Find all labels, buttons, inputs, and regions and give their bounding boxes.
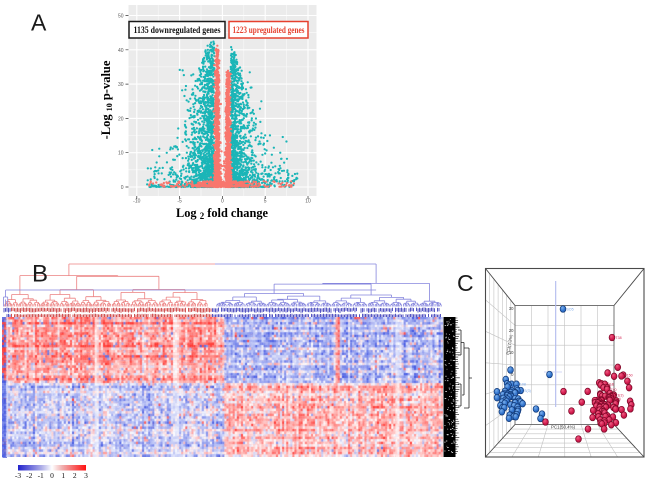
svg-text:1135 downregulated genes: 1135 downregulated genes — [134, 26, 221, 36]
svg-text:A: A — [31, 10, 47, 36]
svg-text:SO5: SO5 — [566, 308, 573, 312]
svg-text:108: 108 — [520, 383, 526, 387]
svg-text:10: 10 — [118, 151, 124, 157]
svg-text:-Log 10 p-value: -Log 10 p-value — [99, 60, 114, 139]
svg-text:C: C — [457, 270, 474, 296]
svg-text:0: 0 — [511, 372, 514, 377]
svg-text:116: 116 — [608, 383, 614, 387]
svg-text:Log 2 fold change: Log 2 fold change — [176, 206, 268, 221]
svg-text:0: 0 — [121, 185, 124, 191]
svg-text:-3: -3 — [15, 471, 21, 480]
svg-text:1223 upregulated genes: 1223 upregulated genes — [233, 26, 305, 36]
svg-text:2: 2 — [73, 471, 77, 480]
svg-text:0: 0 — [50, 471, 54, 480]
svg-text:PC1(50.4%): PC1(50.4%) — [551, 425, 575, 430]
svg-text:-5: -5 — [177, 199, 182, 205]
svg-text:0: 0 — [221, 199, 224, 205]
svg-text:30: 30 — [118, 82, 124, 88]
svg-text:20: 20 — [118, 116, 124, 122]
svg-text:-10: -10 — [133, 199, 140, 205]
svg-text:-2: -2 — [26, 471, 32, 480]
svg-text:30: 30 — [509, 306, 514, 311]
svg-text:50: 50 — [118, 14, 124, 20]
svg-text:3(3): 3(3) — [617, 393, 623, 397]
svg-text:1: 1 — [61, 471, 65, 480]
svg-text:10: 10 — [305, 199, 311, 205]
svg-text:40: 40 — [118, 48, 124, 54]
svg-text:S(3): S(3) — [524, 389, 531, 393]
svg-text:-1: -1 — [38, 471, 44, 480]
svg-text:T38: T38 — [615, 336, 621, 340]
svg-text:150: 150 — [627, 374, 633, 378]
svg-text:5: 5 — [264, 199, 267, 205]
svg-text:740: 740 — [611, 388, 617, 392]
svg-text:PC3(7.2%): PC3(7.2%) — [505, 334, 514, 356]
svg-text:3: 3 — [84, 471, 88, 480]
svg-text:10: 10 — [509, 350, 514, 355]
svg-text:B: B — [32, 261, 48, 288]
svg-text:20: 20 — [509, 328, 514, 333]
